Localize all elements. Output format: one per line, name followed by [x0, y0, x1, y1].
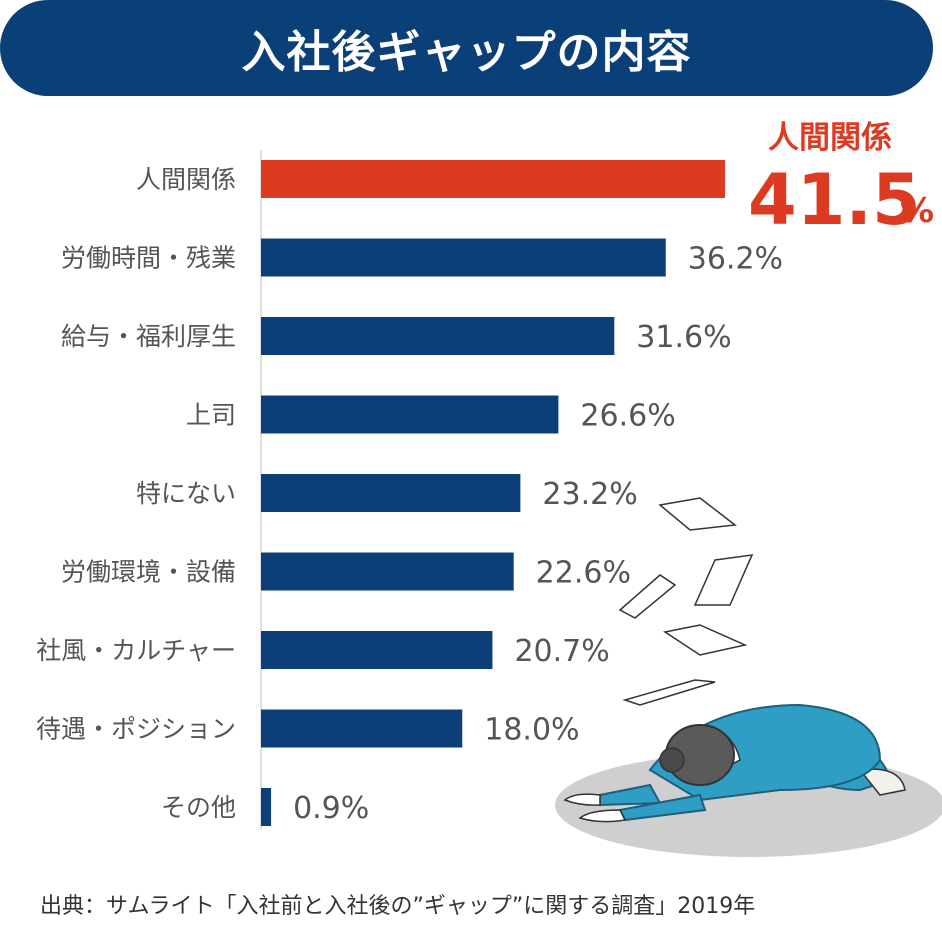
- category-label: 特にない: [136, 479, 236, 508]
- highlight-label: 人間関係: [768, 120, 892, 156]
- value-label: 36.2%: [688, 242, 783, 277]
- title-bar: 入社後ギャップの内容: [0, 0, 933, 96]
- category-label: その他: [161, 793, 236, 822]
- highlight-value: 41.5: [748, 159, 921, 241]
- category-label: 給与・福利厚生: [61, 322, 236, 351]
- bar: [261, 474, 521, 512]
- stressed-employee-illustration: [555, 497, 942, 857]
- bar: [261, 395, 559, 434]
- bar: [261, 631, 493, 669]
- value-label: 18.0%: [484, 713, 579, 748]
- chart-title: 入社後ギャップの内容: [241, 27, 692, 78]
- bar: [261, 788, 272, 826]
- value-label: 31.6%: [636, 320, 731, 355]
- highlight-unit: %: [900, 191, 934, 231]
- bar: [261, 709, 463, 748]
- category-label: 人間関係: [136, 165, 236, 194]
- bar: [261, 552, 514, 591]
- category-label: 社風・カルチャー: [36, 636, 236, 665]
- category-label: 労働環境・設備: [61, 558, 236, 587]
- value-label: 23.2%: [542, 477, 637, 512]
- bar: [261, 238, 666, 277]
- bar: [261, 160, 725, 198]
- category-label: 上司: [186, 401, 236, 430]
- category-label: 労働時間・残業: [61, 244, 236, 273]
- value-label: 26.6%: [580, 399, 675, 434]
- source-note: 出典：サムライト「入社前と入社後の”ギャップ”に関する調査」2019年: [40, 894, 756, 919]
- bar: [261, 317, 615, 355]
- value-label: 22.6%: [536, 556, 631, 591]
- category-label: 待遇・ポジション: [36, 715, 236, 744]
- value-label: 20.7%: [514, 634, 609, 669]
- value-label: 0.9%: [293, 791, 369, 826]
